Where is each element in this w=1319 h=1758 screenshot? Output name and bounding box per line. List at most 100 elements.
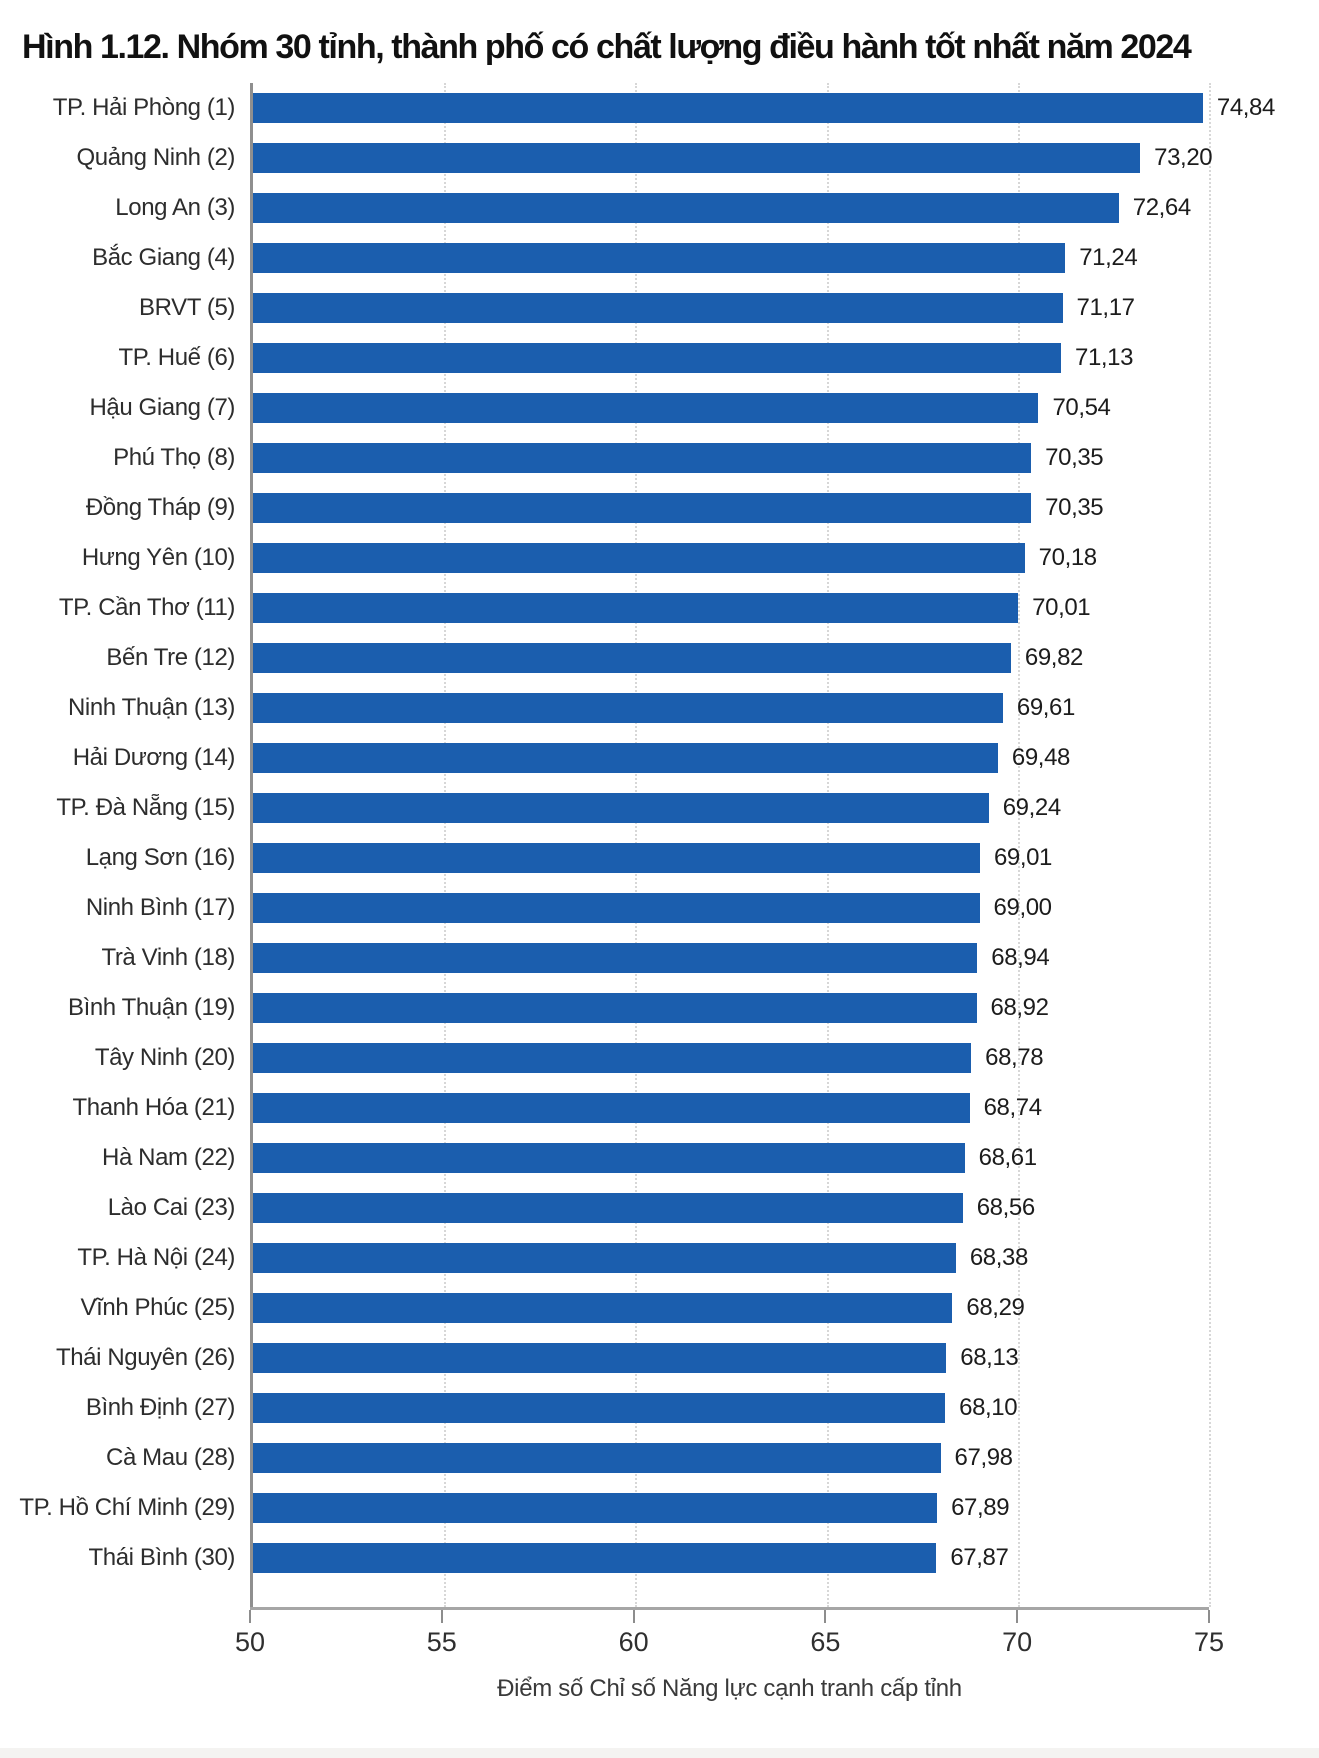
bar (253, 92, 1203, 123)
x-tick-label: 75 (1193, 1626, 1225, 1657)
value-label: 68,56 (976, 1193, 1035, 1221)
bar-rows: TP. Hải Phòng (1) 74,84 Quảng Ninh (2) 73,2… (0, 83, 1319, 1583)
bar-track: 68,38 (253, 1233, 1209, 1283)
bar (253, 942, 978, 973)
bar-row: TP. Hà Nội (24) 68,38 (0, 1233, 1319, 1283)
value-label: 68,61 (978, 1143, 1037, 1171)
bar (253, 192, 1119, 223)
bar-track: 70,35 (253, 483, 1209, 533)
bar (253, 842, 980, 873)
value-label: 68,78 (985, 1043, 1044, 1071)
bar (253, 492, 1032, 523)
bar-row: TP. Huế (6) 71,13 (0, 333, 1319, 383)
value-label: 69,24 (1002, 793, 1061, 821)
bar-row: Hậu Giang (7) 70,54 (0, 383, 1319, 433)
bar-row: Bình Định (27) 68,10 (0, 1383, 1319, 1433)
bar-track: 68,74 (253, 1083, 1209, 1133)
category-label: Quảng Ninh (2) (76, 143, 236, 171)
bar (253, 1392, 946, 1423)
category-label: TP. Cần Thơ (11) (58, 593, 235, 621)
bar (253, 1542, 937, 1573)
bar-track: 74,84 (253, 83, 1275, 133)
bar (253, 592, 1019, 623)
value-label: 73,20 (1154, 143, 1213, 171)
x-tick-mark (824, 1609, 827, 1623)
x-tick-label: 65 (810, 1626, 841, 1657)
value-label: 71,24 (1079, 243, 1138, 271)
category-label: Hậu Giang (7) (89, 393, 235, 421)
bar (253, 692, 1003, 723)
bar (253, 1092, 970, 1123)
bar (253, 1442, 941, 1473)
bar-track: 67,98 (253, 1433, 1209, 1483)
bar-row: Tây Ninh (20) 68,78 (0, 1033, 1319, 1083)
bar-row: Thái Nguyên (26) 68,13 (0, 1333, 1319, 1383)
bar-row: Phú Thọ (8) 70,35 (0, 433, 1319, 483)
bar-chart-plot-area: TP. Hải Phòng (1) 74,84 Quảng Ninh (2) 73,2… (0, 82, 1319, 1607)
category-label: Ninh Bình (17) (85, 893, 236, 921)
bar-row: Quảng Ninh (2) 73,20 (0, 133, 1319, 183)
bar-row: TP. Hồ Chí Minh (29) 67,89 (0, 1483, 1319, 1533)
value-label: 69,48 (1011, 743, 1070, 771)
bar-track: 68,56 (253, 1183, 1209, 1233)
x-tick-label: 60 (618, 1626, 649, 1657)
category-label: Hưng Yên (10) (81, 543, 236, 571)
value-label: 68,13 (960, 1343, 1019, 1371)
value-label: 70,54 (1052, 393, 1111, 421)
bar (253, 542, 1025, 573)
value-label: 67,87 (950, 1543, 1009, 1571)
value-label: 69,00 (993, 893, 1052, 921)
category-label: Cà Mau (28) (106, 1443, 235, 1471)
category-label: Vĩnh Phúc (25) (80, 1293, 236, 1321)
x-tick-mark (632, 1609, 635, 1623)
value-label: 69,82 (1024, 643, 1083, 671)
bar (253, 342, 1061, 373)
bar-row: Lạng Sơn (16) 69,01 (0, 833, 1319, 883)
category-label: Ninh Thuận (13) (68, 693, 235, 721)
category-label: Thái Bình (30) (88, 1543, 236, 1571)
bar-row: Thanh Hóa (21) 68,74 (0, 1083, 1319, 1133)
category-label: Bắc Giang (4) (92, 243, 235, 271)
gridline (1017, 82, 1020, 1607)
bar-track: 67,89 (253, 1483, 1209, 1533)
category-label: Thái Nguyên (26) (55, 1343, 235, 1371)
bar-track: 70,01 (253, 583, 1209, 633)
bar-track: 70,18 (253, 533, 1209, 583)
bar-row: Bắc Giang (4) 71,24 (0, 233, 1319, 283)
category-label: Hà Nam (22) (102, 1143, 235, 1171)
category-label: Lạng Sơn (16) (85, 843, 236, 871)
value-label: 69,01 (993, 843, 1052, 871)
x-tick-label: 55 (426, 1626, 457, 1657)
bar-row: Hải Dương (14) 69,48 (0, 733, 1319, 783)
bar-track: 69,48 (253, 733, 1209, 783)
bar (253, 442, 1032, 473)
bar-row: Ninh Bình (17) 69,00 (0, 883, 1319, 933)
bar (253, 392, 1039, 423)
bar-track: 70,35 (253, 433, 1209, 483)
bar-track: 68,94 (253, 933, 1209, 983)
bar (253, 242, 1066, 273)
x-tick-mark (440, 1609, 443, 1623)
category-label: Phú Thọ (8) (113, 443, 235, 471)
chart-title: Hình 1.12. Nhóm 30 tỉnh, thành phố có ch… (22, 28, 1192, 66)
bar-row: TP. Cần Thơ (11) 70,01 (0, 583, 1319, 633)
bar (253, 642, 1011, 673)
bar-track: 73,20 (253, 133, 1213, 183)
value-label: 68,29 (966, 1293, 1025, 1321)
bar-row: BRVT (5) 71,17 (0, 283, 1319, 333)
bar-track: 68,92 (253, 983, 1209, 1033)
x-tick-mark (1208, 1609, 1210, 1623)
category-label: TP. Huế (6) (118, 343, 235, 371)
bar-track: 68,13 (253, 1333, 1209, 1383)
value-label: 69,61 (1016, 693, 1075, 721)
value-label: 68,94 (991, 943, 1050, 971)
x-axis: 50 55 60 65 70 75 (235, 1606, 1224, 1663)
bar (253, 292, 1063, 323)
bar-track: 69,61 (253, 683, 1209, 733)
bar (253, 1492, 938, 1523)
value-label: 70,18 (1038, 543, 1097, 571)
bar-track: 69,82 (253, 633, 1209, 683)
value-label: 70,35 (1045, 443, 1104, 471)
bar-row: Bến Tre (12) 69,82 (0, 633, 1319, 683)
gridline (1209, 82, 1211, 1607)
